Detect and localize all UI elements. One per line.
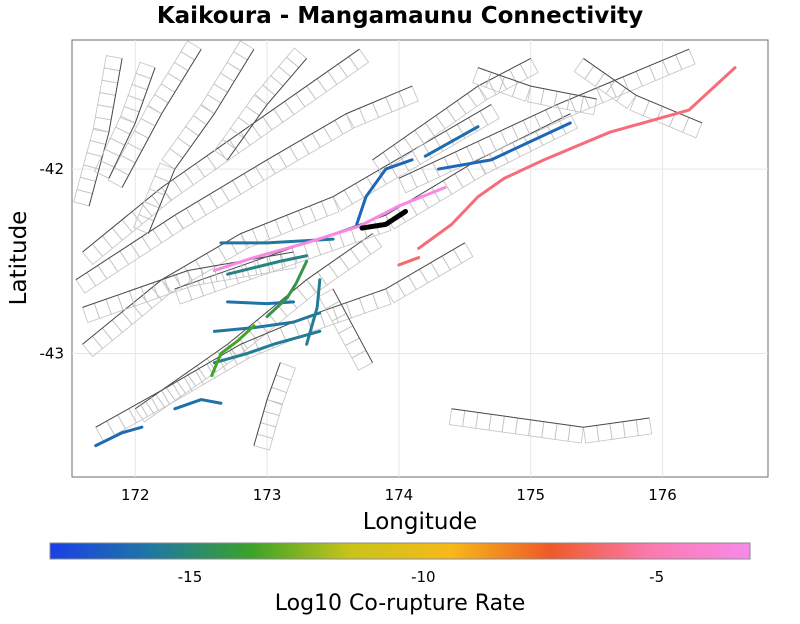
rupture-trace <box>212 329 322 365</box>
background-fault-trace <box>108 67 156 179</box>
background-fault-trace <box>88 58 123 207</box>
background-fault-trace <box>82 251 294 308</box>
rupture-trace <box>423 125 480 158</box>
background-fault-trace <box>82 48 360 253</box>
y-tick-label: -42 <box>40 160 65 178</box>
colorbar-ticks: -15 -10 -5 <box>178 568 664 586</box>
x-tick-label: 173 <box>253 486 282 504</box>
colorbar-label: Log10 Co-rupture Rate <box>275 591 526 616</box>
y-axis-label: Latitude <box>6 211 32 306</box>
background-fault-trace <box>95 242 466 428</box>
rupture-trace <box>436 121 572 171</box>
rupture-trace <box>173 398 223 411</box>
rupture-trace <box>212 186 447 272</box>
x-axis-ticks: 172 173 174 175 176 <box>121 486 677 504</box>
rupture-trace <box>355 158 414 226</box>
background-fault-trace <box>332 288 373 363</box>
background-fault-trace <box>477 67 597 100</box>
background-fault-trace <box>121 48 202 188</box>
y-axis-ticks: -42 -43 <box>40 160 65 362</box>
rupture-trace <box>226 254 309 276</box>
background-fault-trace <box>75 85 413 281</box>
rupture-trace <box>417 66 737 250</box>
x-tick-label: 172 <box>121 486 150 504</box>
plot-area <box>71 39 769 478</box>
background-fault-trace <box>253 362 281 446</box>
chart-title: Kaikoura - Mangamaunu Connectivity <box>157 3 643 29</box>
background-fault-trace <box>451 408 650 428</box>
background-fault-trace <box>134 233 373 410</box>
background-fault-trace <box>398 48 690 179</box>
colorbar-tick-label: -10 <box>411 568 436 586</box>
x-axis-label: Longitude <box>363 509 477 535</box>
rupture-trace <box>359 208 408 231</box>
rupture-trace <box>212 311 322 333</box>
rupture-trace <box>94 425 144 448</box>
background-fault-trace <box>147 48 255 234</box>
colorbar-tick-label: -15 <box>178 568 203 586</box>
rupture-trace <box>226 300 295 306</box>
rupture-trace <box>397 256 421 267</box>
y-tick-label: -43 <box>40 344 65 362</box>
x-tick-label: 175 <box>516 486 545 504</box>
background-fault-trace <box>227 58 308 161</box>
colorbar-tick-label: -5 <box>649 568 664 586</box>
rupture-traces <box>94 66 737 448</box>
background-fault-trace <box>372 57 531 161</box>
x-tick-label: 176 <box>648 486 677 504</box>
rupture-trace <box>265 259 309 319</box>
rupture-trace <box>305 278 322 346</box>
colorbar <box>49 542 751 560</box>
x-tick-label: 174 <box>385 486 414 504</box>
rupture-trace <box>210 324 256 378</box>
